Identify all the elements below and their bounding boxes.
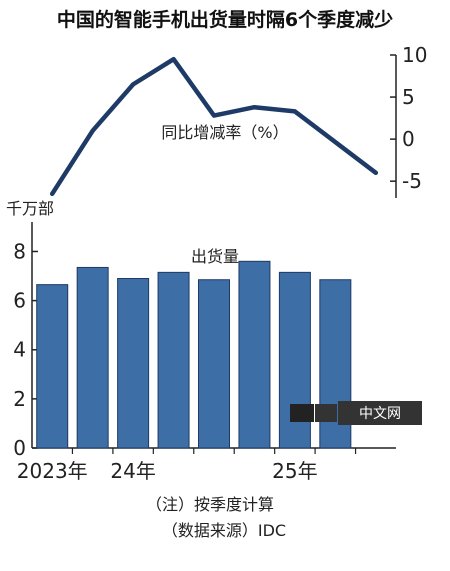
bar: [117, 278, 150, 449]
note-source: （数据来源）IDC: [162, 521, 286, 540]
growth-line: [49, 56, 379, 197]
bar: [238, 260, 271, 449]
watermark-box: [338, 401, 422, 425]
growth-line-chart: 10 5 0 -5: [49, 43, 427, 198]
line-y-tick-label: -5: [402, 169, 422, 193]
watermark: 中文网: [290, 401, 422, 425]
line-y-tick-label: 10: [402, 43, 427, 67]
bar-y-tick-label: 6: [13, 289, 26, 313]
bar-y-tick-label: 4: [13, 338, 26, 362]
bar: [36, 284, 69, 449]
watermark-text: 中文网: [359, 406, 401, 422]
line-y-tick-label: 5: [402, 85, 415, 109]
chart-title: 中国的智能手机出货量时隔6个季度减少: [57, 8, 393, 31]
shipments-bar-chart: 0 2 4 6 8 2023年 24年 25年: [13, 222, 396, 483]
watermark-logo-icon-2: [315, 404, 337, 422]
bar: [198, 279, 230, 449]
line-series-label: 同比增减率（%）: [161, 123, 288, 142]
bar-series-label: 出货量: [191, 247, 239, 266]
bar: [76, 266, 109, 449]
note-basis: （注）按季度计算: [146, 495, 274, 514]
bar-y-tick-label: 8: [13, 239, 26, 263]
bar-x-year-label: 25年: [272, 459, 317, 483]
bar-x-year-label: 2023年: [17, 459, 88, 483]
bar: [157, 271, 190, 449]
line-y-tick-label: 0: [402, 127, 415, 151]
bar-x-year-label: 24年: [110, 459, 155, 483]
bar-y-tick-label: 0: [13, 436, 26, 460]
watermark-logo-icon: [290, 404, 314, 422]
bar-unit-label: 千万部: [6, 199, 54, 218]
bar-y-tick-label: 2: [13, 387, 26, 411]
